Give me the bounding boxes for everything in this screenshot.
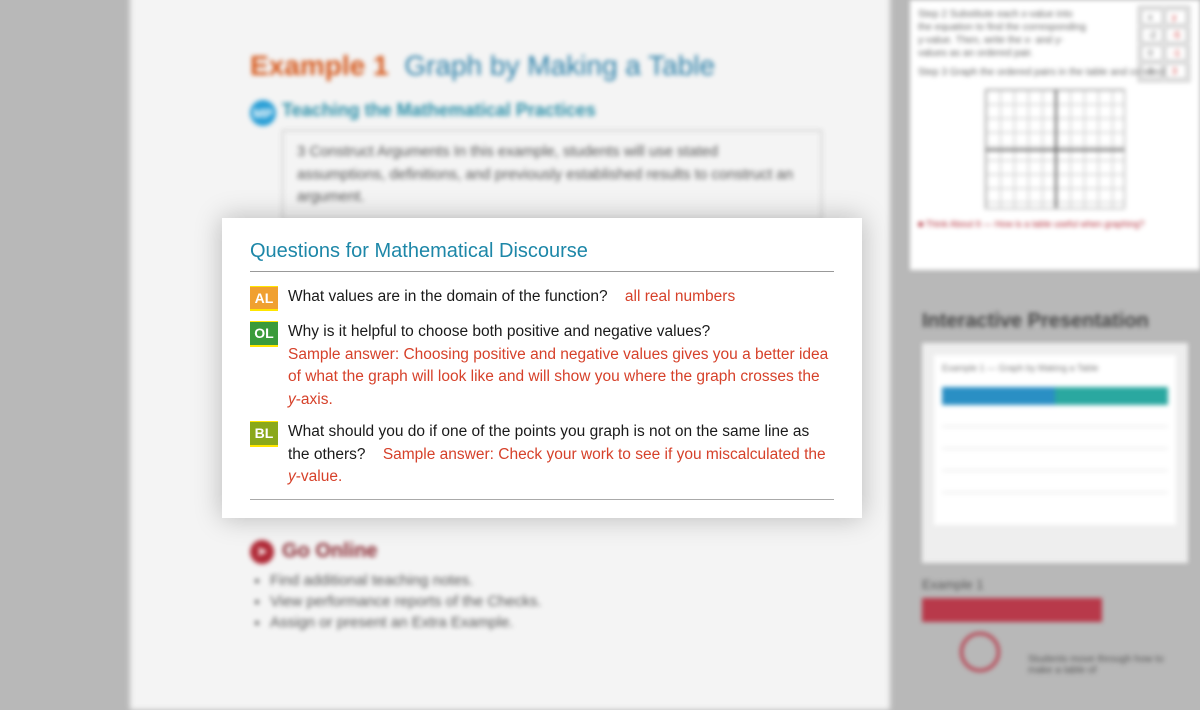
question-item-al: AL What values are in the domain of the … — [250, 286, 834, 311]
step2-text: Step 2 Substitute each x-value into the … — [918, 8, 1088, 60]
question-body: What should you do if one of the points … — [288, 421, 834, 488]
go-online-title: Go Online — [282, 540, 378, 563]
level-badge-highlight: AL — [250, 286, 278, 311]
blurred-right-column: xy -2-5 0-1 23 Step 2 Substitute each x-… — [910, 0, 1200, 680]
tap-button[interactable] — [922, 598, 1102, 622]
question-item-ol: OL Why is it helpful to choose both posi… — [250, 321, 834, 411]
example-title: Graph by Making a Table — [404, 50, 715, 81]
mp-body-box: 3 Construct Arguments In this example, s… — [282, 130, 822, 220]
answer-text: Sample answer: Choosing positive and neg… — [288, 346, 828, 408]
mp-title: Teaching the Mathematical Practices — [282, 100, 596, 121]
mini-xy-table: xy -2-5 0-1 23 — [1138, 6, 1190, 82]
example-number: Example 1 — [250, 50, 389, 81]
ip-tab — [1055, 387, 1168, 405]
question-text: What values are in the domain of the fun… — [288, 288, 608, 305]
level-badge-highlight: BL — [250, 421, 278, 446]
go-online-list: Find additional teaching notes. View per… — [270, 572, 870, 631]
level-badge-bl: BL — [250, 422, 278, 444]
ip-note: Students move through how to make a tabl… — [1028, 654, 1188, 676]
question-item-bl: BL What should you do if one of the poin… — [250, 421, 834, 488]
ip-table-rows — [942, 405, 1168, 493]
go-online-heading: ➤ Go Online — [250, 540, 870, 564]
right-top-panel: xy -2-5 0-1 23 Step 2 Substitute each x-… — [910, 0, 1200, 270]
answer-text: Sample answer: Check your work to see if… — [288, 446, 826, 485]
question-text: Why is it helpful to choose both positiv… — [288, 323, 710, 340]
discourse-title: Questions for Mathematical Discourse — [250, 240, 834, 272]
question-body: What values are in the domain of the fun… — [288, 286, 834, 308]
answer-text: all real numbers — [625, 288, 735, 305]
example-heading: Example 1 Graph by Making a Table — [250, 50, 870, 82]
interactive-inner: Example 1 — Graph by Making a Table — [934, 355, 1176, 525]
level-badge-al: AL — [250, 287, 278, 309]
ip-tab — [942, 387, 1055, 405]
swirl-icon — [960, 632, 1000, 672]
coordinate-grid-icon — [985, 89, 1125, 209]
level-badge-highlight: OL — [250, 321, 278, 346]
mp-row: MP Teaching the Mathematical Practices — [250, 100, 870, 126]
level-badge-ol: OL — [250, 322, 278, 344]
discourse-panel: Questions for Mathematical Discourse AL … — [222, 218, 862, 518]
ip-tab-header — [942, 387, 1168, 405]
interactive-panel: Example 1 — Graph by Making a Table — [922, 343, 1188, 563]
list-item: View performance reports of the Checks. — [270, 593, 870, 610]
ip-example-label: Example 1 — [922, 577, 1188, 592]
interactive-presentation-title: Interactive Presentation — [922, 310, 1188, 333]
question-body: Why is it helpful to choose both positiv… — [288, 321, 834, 411]
list-item: Assign or present an Extra Example. — [270, 614, 870, 631]
divider — [250, 499, 834, 500]
list-item: Find additional teaching notes. — [270, 572, 870, 589]
cursor-icon: ➤ — [250, 540, 274, 564]
mp-badge-icon: MP — [250, 100, 276, 126]
grid-caption: ■ Think About It — How is a table useful… — [918, 219, 1192, 229]
